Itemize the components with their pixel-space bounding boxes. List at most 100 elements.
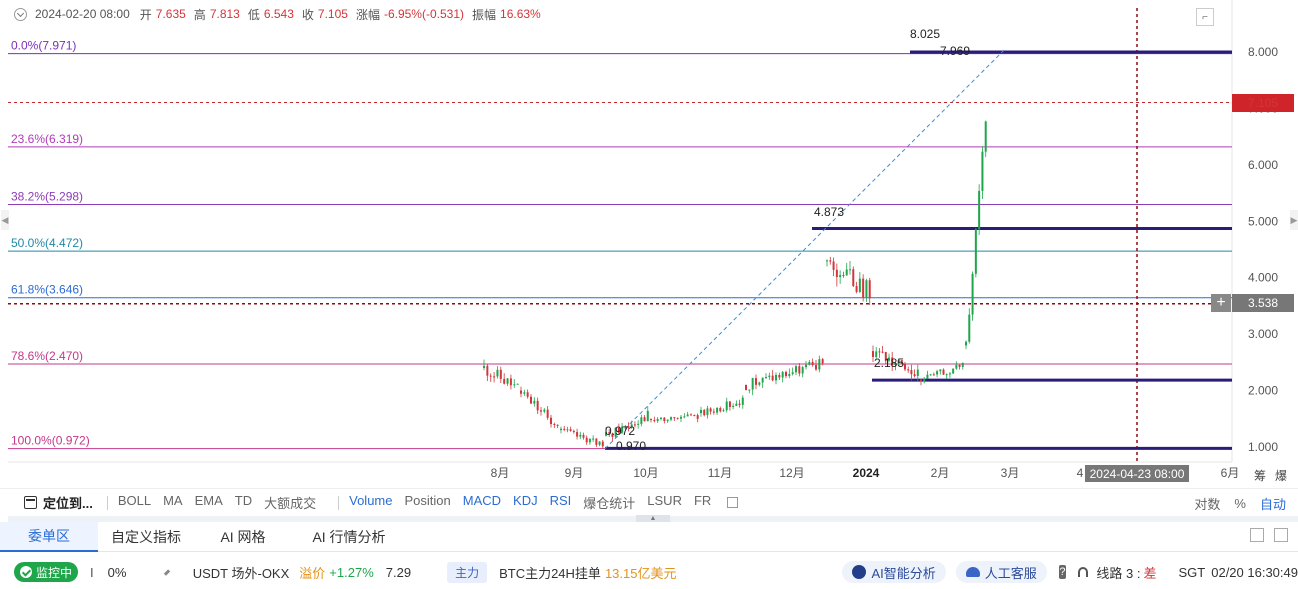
candle-body	[543, 409, 546, 412]
ai-analysis-button[interactable]: AI智能分析	[842, 561, 946, 583]
percent-scale-toggle[interactable]: %	[1234, 495, 1246, 511]
splitter-handle-icon[interactable]: ▲	[636, 515, 670, 523]
add-alert-button[interactable]: +	[1211, 294, 1231, 312]
candle-body	[621, 426, 624, 433]
usdt-otc-label: USDT 场外-OKX	[192, 565, 290, 581]
candle-body	[758, 382, 761, 385]
candle-body	[516, 383, 519, 385]
external-link-icon[interactable]	[727, 497, 739, 508]
indicator-kdj[interactable]: KDJ	[513, 493, 538, 508]
candle-body	[932, 374, 935, 376]
monitor-badge[interactable]: 监控中	[14, 562, 79, 582]
check-icon	[20, 566, 32, 578]
indicator-item-5[interactable]: 爆仓统计	[583, 496, 636, 511]
candle-body	[801, 367, 804, 374]
candle-body	[663, 417, 666, 422]
candle-body	[696, 415, 699, 419]
collapse-icon[interactable]	[14, 7, 27, 21]
chevron-left-icon[interactable]: ◀	[1, 210, 9, 230]
indicator-rsi[interactable]: RSI	[549, 493, 572, 508]
candle-body	[897, 360, 900, 364]
indicator-macd[interactable]: MACD	[462, 493, 502, 508]
chips-toggle[interactable]: 筹	[1254, 469, 1267, 483]
candle-body	[640, 417, 643, 424]
liquidation-toggle[interactable]: 爆	[1275, 469, 1288, 483]
candle-body	[656, 418, 659, 422]
usdt-price: 7.29	[385, 564, 412, 580]
candle-body	[572, 430, 575, 433]
x-tick-label: 8月	[491, 466, 510, 480]
candle-body	[755, 378, 757, 385]
chart-area[interactable]: 8.0007.0006.0005.0004.0003.0002.0001.000…	[0, 0, 1298, 487]
bottom-tabs: 委单区 自定义指标 AI 网格 AI 行情分析	[0, 521, 1298, 552]
candle-body	[808, 361, 811, 365]
tab-ai-grid[interactable]: AI 网格	[220, 528, 266, 545]
indicator-fr[interactable]: FR	[693, 493, 712, 508]
candle-body	[904, 364, 906, 370]
locate-button[interactable]: 定位到...	[24, 493, 93, 512]
ai-analysis-label: AI智能分析	[871, 565, 936, 581]
expand-panel-icon[interactable]	[1274, 528, 1288, 542]
price-chart[interactable]: 8.0007.0006.0005.0004.0003.0002.0001.000…	[0, 0, 1298, 487]
premium-value: +1.27%	[329, 564, 374, 580]
indicator-item-4[interactable]: 大额成交	[264, 496, 317, 511]
indicator-volume[interactable]: Volume	[349, 493, 393, 508]
candle-body	[489, 375, 492, 377]
divider	[338, 495, 340, 510]
chevron-right-icon[interactable]: ▶	[1290, 210, 1298, 230]
line-label[interactable]: 线路 3 :	[1096, 565, 1141, 581]
price-annotation: 0.970	[616, 439, 646, 453]
indicator-td[interactable]: TD	[234, 493, 253, 508]
amplitude-value: 16.63%	[500, 7, 541, 21]
crosshair-date-tag: 2024-04-23 08:00	[1085, 465, 1189, 482]
candle-body	[614, 427, 617, 437]
indicator-lsur[interactable]: LSUR	[647, 493, 682, 508]
candle-body	[728, 401, 731, 407]
wifi-icon	[1078, 567, 1089, 577]
candle-body	[798, 366, 801, 374]
fib-level-label: 100.0%(0.972)	[11, 434, 90, 448]
candle-body	[496, 369, 499, 377]
candle-body	[513, 384, 516, 386]
x-tick-label: 9月	[565, 466, 584, 480]
help-icon[interactable]: ?	[1058, 565, 1067, 579]
candle-body	[703, 409, 706, 416]
candle-body	[533, 400, 536, 404]
fullscreen-icon[interactable]: ⌐	[1196, 8, 1214, 26]
candle-body	[965, 341, 967, 346]
edit-icon[interactable]	[164, 568, 171, 576]
candle-body	[592, 438, 595, 440]
candle-body	[660, 417, 662, 419]
candle-body	[716, 408, 719, 413]
candle-body	[811, 361, 814, 366]
indicator-group-main: BOLL MA EMA TD 大额成交	[118, 493, 328, 512]
minimize-panel-icon[interactable]	[1250, 528, 1264, 542]
indicator-position[interactable]: Position	[404, 493, 451, 508]
candle-body	[839, 275, 842, 278]
candle-body	[536, 400, 539, 411]
tab-custom-indicators[interactable]: 自定义指标	[111, 528, 181, 545]
candle-body	[653, 419, 656, 422]
indicator-ema[interactable]: EMA	[194, 493, 223, 508]
log-scale-toggle[interactable]: 对数	[1194, 496, 1221, 512]
candle-body	[791, 372, 794, 374]
candle-body	[598, 441, 601, 445]
candle-body	[627, 426, 630, 428]
candle-body	[582, 434, 585, 438]
candle-body	[868, 280, 871, 299]
customer-service-button[interactable]: 人工客服	[955, 561, 1047, 583]
candle-body	[566, 429, 569, 431]
candle-body	[984, 121, 987, 152]
candle-body	[520, 390, 522, 394]
tab-orders[interactable]: 委单区	[0, 521, 98, 552]
fib-level-label: 61.8%(3.646)	[11, 283, 83, 297]
tab-ai-analysis[interactable]: AI 行情分析	[312, 528, 386, 545]
candle-body	[719, 408, 722, 412]
candle-body	[939, 369, 942, 372]
indicator-boll[interactable]: BOLL	[117, 493, 152, 508]
candle-body	[585, 437, 588, 443]
candle-body	[712, 411, 715, 413]
candle-body	[569, 429, 572, 431]
indicator-ma[interactable]: MA	[163, 493, 183, 508]
auto-scale-toggle[interactable]: 自动	[1259, 496, 1286, 512]
